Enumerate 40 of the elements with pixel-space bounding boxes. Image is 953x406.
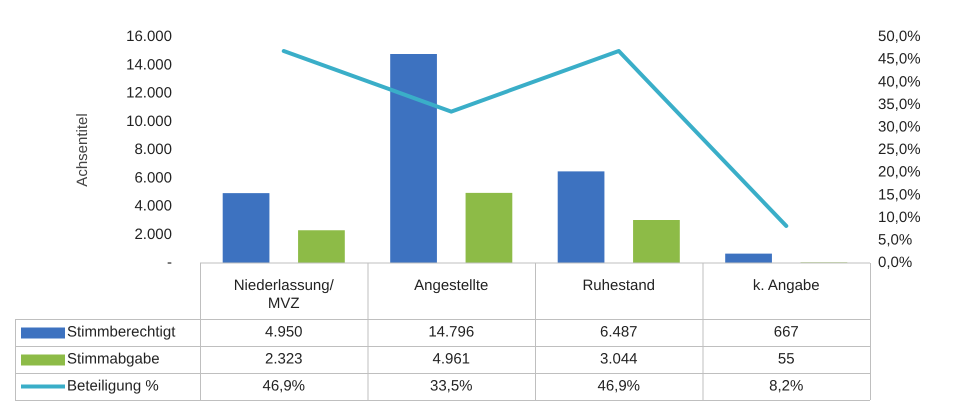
y2-tick-label: 25,0% bbox=[878, 141, 921, 158]
y2-tick-label: 40,0% bbox=[878, 73, 921, 90]
y2-tick-label: 50,0% bbox=[878, 28, 921, 46]
y-tick-label: - bbox=[167, 254, 172, 272]
data-label: 33,5% bbox=[430, 378, 473, 395]
legend-label: Stimmberechtigt bbox=[67, 324, 176, 341]
data-label: 46,9% bbox=[262, 378, 306, 395]
x-tick-label: k. Angabe bbox=[752, 277, 820, 294]
y2-tick-label: 45,0% bbox=[878, 50, 921, 68]
y2-tick-label: 30,0% bbox=[878, 118, 921, 136]
data-label: 14.796 bbox=[428, 324, 474, 341]
y-tick-label: 4.000 bbox=[134, 198, 172, 215]
y-tick-label: 10.000 bbox=[126, 112, 172, 130]
x-tick-label: Niederlassung/MVZ bbox=[234, 277, 335, 312]
x-tick-label: Ruhestand bbox=[582, 277, 656, 294]
y-tick-label: 12.000 bbox=[126, 84, 172, 102]
y2-tick-label: 0,0% bbox=[878, 254, 912, 272]
x-tick-label: Angestellte bbox=[414, 277, 488, 294]
data-label: 8,2% bbox=[769, 378, 804, 395]
data-label: 4.961 bbox=[432, 350, 470, 368]
y-tick-label: 6.000 bbox=[134, 169, 172, 186]
data-label: 55 bbox=[778, 350, 795, 368]
y-tick-label: 2.000 bbox=[134, 226, 172, 243]
y-tick-label: 14.000 bbox=[126, 56, 172, 74]
y-tick-label: 16.000 bbox=[126, 28, 172, 46]
y2-tick-label: 5,0% bbox=[878, 232, 912, 249]
data-label: 3.044 bbox=[600, 350, 638, 368]
legend-label: Stimmabgabe bbox=[67, 350, 160, 368]
data-label: 667 bbox=[774, 324, 799, 341]
y-axis-title: Achsentitel bbox=[74, 113, 92, 187]
data-label: 6.487 bbox=[600, 324, 638, 341]
y2-tick-label: 15,0% bbox=[878, 186, 921, 204]
y2-tick-label: 35,0% bbox=[878, 96, 921, 113]
y-tick-label: 8.000 bbox=[134, 141, 172, 158]
data-label: 46,9% bbox=[597, 378, 640, 395]
data-label: 4.950 bbox=[264, 324, 303, 341]
y2-tick-label: 20,0% bbox=[878, 164, 921, 181]
legend-label: Beteiligung % bbox=[67, 378, 159, 395]
y2-tick-label: 10,0% bbox=[878, 208, 921, 226]
data-label: 2.323 bbox=[264, 350, 303, 368]
